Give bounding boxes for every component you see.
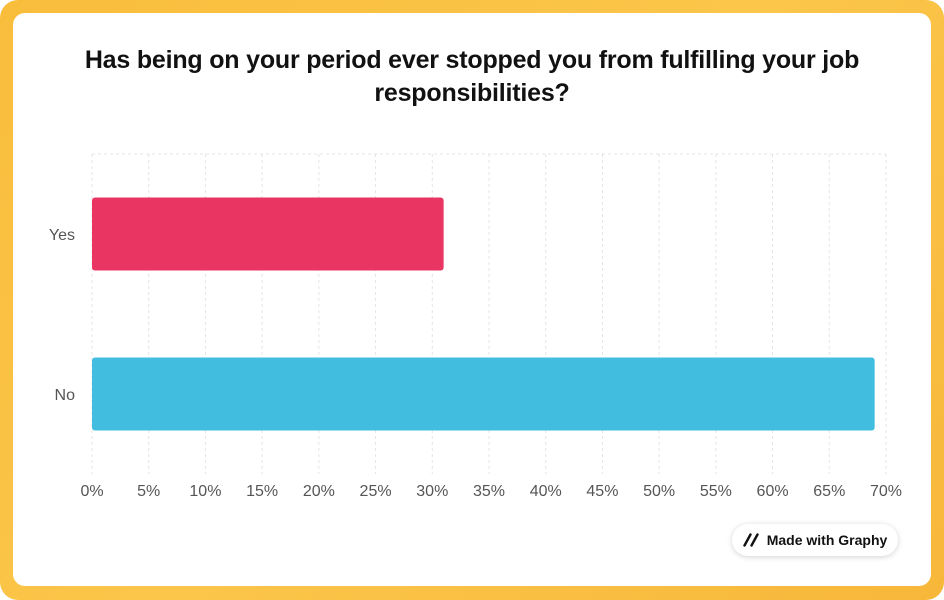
made-with-graphy-badge[interactable]: Made with Graphy — [732, 524, 898, 556]
x-tick-label: 15% — [246, 483, 278, 500]
bar-yes[interactable] — [92, 197, 444, 271]
bar-no[interactable] — [92, 357, 875, 431]
chart-card — [13, 13, 931, 586]
x-tick-label: 0% — [80, 483, 103, 500]
x-tick-label: 20% — [303, 483, 335, 500]
chart-bars — [92, 197, 875, 431]
x-tick-label: 30% — [416, 483, 448, 500]
x-tick-label: 40% — [530, 483, 562, 500]
x-tick-label: 55% — [700, 483, 732, 500]
badge-label: Made with Graphy — [766, 532, 888, 548]
chart-title: Has being on your period ever stopped yo… — [84, 46, 860, 107]
x-tick-label: 25% — [360, 483, 392, 500]
category-labels: Yes No — [49, 227, 75, 404]
x-tick-label: 5% — [137, 483, 160, 500]
x-tick-label: 45% — [586, 483, 618, 500]
category-label-no: No — [55, 387, 76, 404]
x-tick-label: 70% — [870, 483, 902, 500]
graphy-logo-icon — [743, 533, 759, 547]
x-tick-labels: 0% 5% 10% 15% 20% 25% 30% 35% 40% 45% 50% 55% 60% 65%… — [80, 483, 902, 500]
x-tick-label: 50% — [643, 483, 675, 500]
category-label-yes: Yes — [49, 227, 75, 244]
x-tick-label: 35% — [473, 483, 505, 500]
x-tick-label: 65% — [813, 483, 845, 500]
x-tick-label: 10% — [189, 483, 221, 500]
x-tick-label: 60% — [757, 483, 789, 500]
